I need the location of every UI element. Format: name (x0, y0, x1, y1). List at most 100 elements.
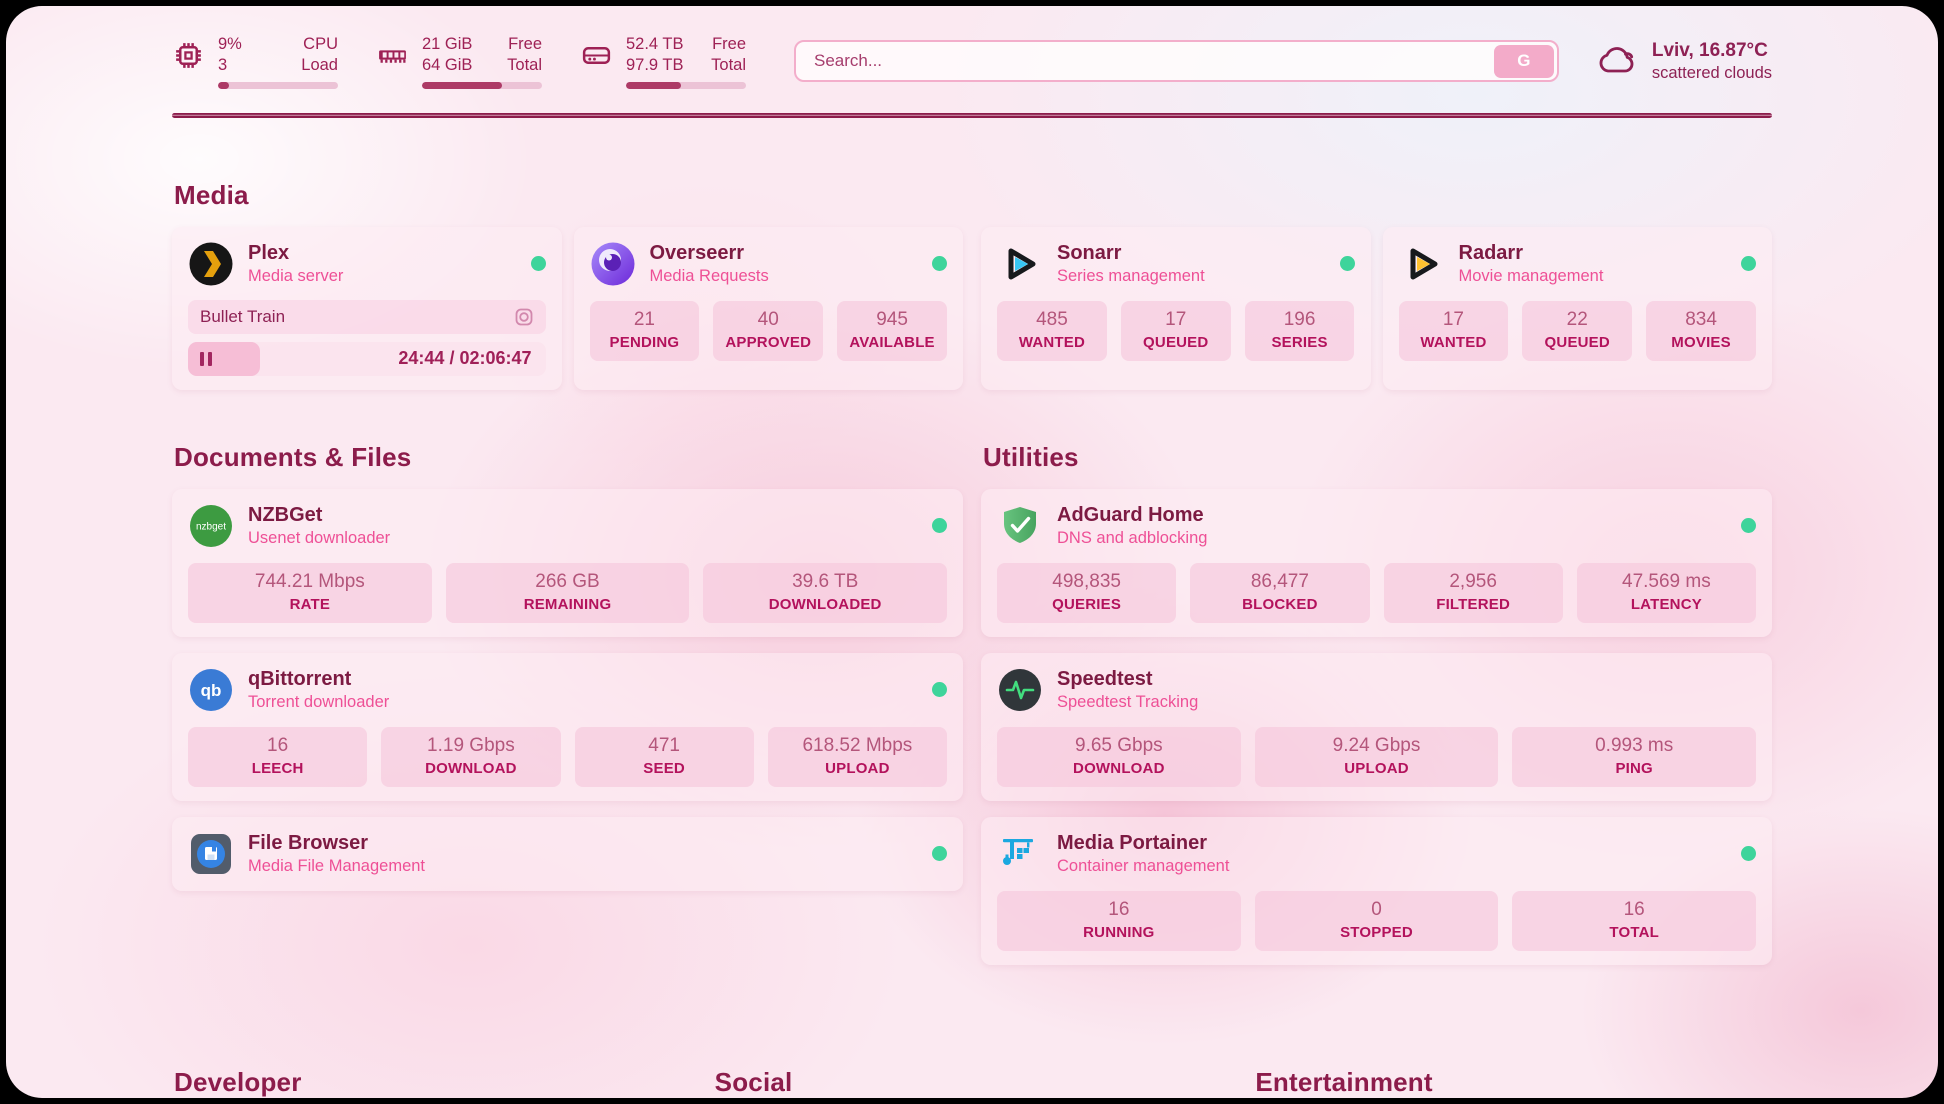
stat-value: 47.569 ms (1622, 570, 1711, 592)
cloud-icon (1599, 47, 1634, 73)
app-card-radarr[interactable]: Radarr Movie management 17 WANTED 22 QUE… (1382, 226, 1772, 390)
weather-location-temp: Lviv, 16.87°C (1651, 39, 1768, 61)
adguard-icon (1004, 506, 1036, 543)
stat-value: 834 (1685, 308, 1717, 330)
section-header-entertainment: Entertainment (1255, 1066, 1433, 1097)
stat-value: 39.6 TB (792, 570, 859, 592)
app-card-qbittorrent[interactable]: qb qBittorrent Torrent downloader 16 LEE… (172, 652, 963, 801)
stat-value: 196 (1283, 308, 1316, 330)
search-input[interactable] (794, 40, 1559, 83)
section-header-media: Media (174, 179, 249, 210)
disk-free-value: 52.4 TB (626, 35, 684, 53)
stat-box: 17 QUEUED (1120, 300, 1231, 361)
cpu-label-top: CPU (303, 35, 338, 53)
stat-box: 834 MOVIES (1646, 300, 1756, 361)
stat-label: WANTED (1018, 333, 1086, 351)
memory-widget: 21 GiB Free 64 GiB Total (376, 34, 542, 89)
cpu-widget: 9% CPU 3 Load (172, 34, 338, 89)
stat-box: 1.19 Gbps DOWNLOAD (381, 726, 561, 787)
stat-value: 0.993 ms (1595, 734, 1674, 756)
cpu-row-1: 9% CPU (218, 34, 338, 55)
stat-box: 196 SERIES (1244, 300, 1355, 361)
stat-box: 40 APPROVED (713, 300, 824, 361)
qbittorrent-icon-text: qb (201, 681, 222, 700)
stat-label: SERIES (1271, 333, 1328, 351)
stat-value: 17 (1165, 308, 1187, 330)
stat-value: 40 (757, 308, 779, 330)
nzbget-icon-text: nzbget (196, 521, 226, 532)
memory-progress-fill (422, 81, 503, 89)
weather-widget: Lviv, 16.87°C scattered clouds (1595, 40, 1772, 83)
nzbget-icon: nzbget (190, 504, 232, 547)
app-title: Radarr (1458, 241, 1523, 264)
stat-box: 2,956 FILTERED (1383, 562, 1563, 623)
app-card-nzbget[interactable]: nzbget NZBGet Usenet downloader 744.21 M… (172, 488, 963, 637)
stat-value: 1.19 Gbps (427, 734, 515, 756)
memory-free-value: 21 GiB (422, 35, 473, 53)
app-card-speedtest[interactable]: Speedtest Speedtest Tracking 9.65 Gbps D… (981, 652, 1772, 801)
stat-label: LEECH (251, 759, 304, 777)
stat-label: PENDING (609, 333, 680, 351)
stat-label: TOTAL (1609, 923, 1659, 941)
app-subtitle: Media File Management (248, 856, 426, 875)
app-title: File Browser (248, 831, 369, 854)
app-card-filebrowser[interactable]: File Browser Media File Management (172, 816, 963, 891)
memory-label-top: Free (508, 35, 542, 53)
app-title: qBittorrent (248, 667, 352, 690)
disk-row-2: 97.9 TB Total (626, 55, 746, 76)
stat-value: 21 (633, 308, 655, 330)
stat-box: 86,477 BLOCKED (1190, 562, 1370, 623)
section-utilities: Utilities AdGuard Home DNS and adblockin… (981, 442, 1772, 981)
stat-value: 16 (1623, 898, 1645, 920)
stat-label: STOPPED (1340, 923, 1413, 941)
stat-value: 485 (1036, 308, 1068, 330)
playback-progress-bar: 24:44 / 02:06:47 (188, 341, 546, 376)
section-media: Media Plex Media server (172, 180, 1772, 390)
playback-progress-fill (188, 341, 260, 376)
app-card-sonarr[interactable]: Sonarr Series management 485 WANTED 17 Q… (981, 226, 1371, 390)
stat-box: 945 AVAILABLE (837, 300, 947, 361)
stat-label: UPLOAD (1344, 759, 1409, 777)
app-card-plex[interactable]: Plex Media server Bullet Train (172, 226, 562, 390)
cpu-progress-track (218, 81, 338, 89)
status-dot (530, 256, 546, 272)
stat-value: 266 GB (535, 570, 600, 592)
stat-label: AVAILABLE (849, 333, 935, 351)
app-card-overseerr[interactable]: Overseerr Media Requests 21 PENDING 40 A… (573, 226, 963, 390)
app-subtitle: Media Requests (649, 266, 769, 285)
app-subtitle: Torrent downloader (248, 692, 390, 711)
stat-label: QUEUED (1544, 333, 1610, 351)
stat-label: MOVIES (1671, 333, 1731, 351)
stat-box: 471 SEED (574, 726, 754, 787)
app-subtitle: Speedtest Tracking (1057, 692, 1199, 711)
stat-value: 744.21 Mbps (254, 570, 365, 592)
overseerr-icon (591, 242, 634, 286)
disk-progress-fill (626, 81, 682, 89)
stat-value: 16 (267, 734, 289, 756)
stat-box: 744.21 Mbps RATE (188, 562, 432, 623)
cpu-progress-fill (218, 81, 229, 89)
pause-icon[interactable] (200, 351, 212, 366)
app-subtitle: Media server (248, 266, 344, 285)
app-title: Overseerr (649, 241, 745, 264)
status-dot (932, 682, 947, 698)
app-card-adguard[interactable]: AdGuard Home DNS and adblocking 498,835 … (981, 488, 1772, 637)
disk-label-top: Free (712, 35, 746, 53)
search-engine-button[interactable]: G (1493, 44, 1554, 78)
stat-box: 618.52 Mbps UPLOAD (767, 726, 947, 787)
memory-total-value: 64 GiB (422, 56, 473, 75)
stat-label: APPROVED (725, 333, 812, 351)
section-developer: Developer GH Github github.com SO StackO… (172, 1067, 691, 1098)
app-card-portainer[interactable]: Media Portainer Container management 16 … (981, 816, 1772, 965)
cpu-icon (176, 43, 201, 68)
camera-icon (515, 308, 532, 326)
stat-box: 47.569 ms LATENCY (1576, 562, 1756, 623)
stat-label: DOWNLOADED (768, 595, 882, 613)
disk-widget: 52.4 TB Free 97.9 TB Total (580, 34, 746, 89)
stat-box: 39.6 TB DOWNLOADED (703, 562, 948, 623)
app-subtitle: Container management (1057, 856, 1230, 875)
app-title: AdGuard Home (1057, 503, 1204, 526)
stat-label: DOWNLOAD (1073, 759, 1165, 777)
status-dot (932, 256, 947, 272)
